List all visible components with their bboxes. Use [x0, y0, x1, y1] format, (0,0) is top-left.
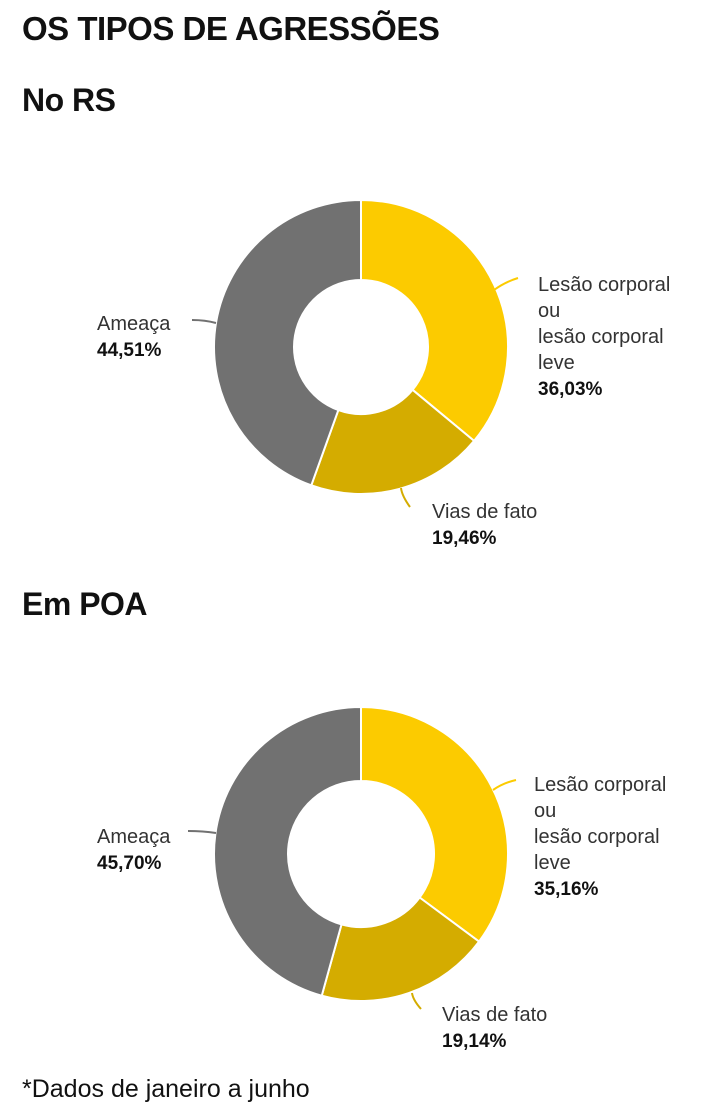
donut-slice-ameaca-rs [212, 198, 362, 487]
slice-label-ameaca-rs: Ameaça [97, 313, 171, 335]
slice-label-lesao-corporal-rs: Lesão corporal [538, 274, 670, 296]
chart-title-poa: Em POA [22, 586, 148, 622]
infographic-title: OS TIPOS DE AGRESSÕES [22, 10, 440, 47]
slice-value-lesao-corporal-poa: 35,16% [534, 879, 599, 900]
slice-value-vias-de-fato-rs: 19,46% [432, 528, 497, 549]
slice-label-lesao-corporal-poa: leve [534, 852, 571, 874]
donut-slice-lesao-corporal-poa [360, 705, 509, 943]
slice-value-ameaca-poa: 45,70% [97, 853, 162, 874]
slice-label-lesao-corporal-poa: Lesão corporal [534, 774, 666, 796]
leader-line-lesao-corporal-poa [492, 779, 517, 791]
donut-chart-rs: Lesão corporal ou lesão corporal leve 36,03%… [97, 198, 670, 549]
leader-line-ameaca-rs [191, 319, 217, 324]
footnote: *Dados de janeiro a junho [22, 1075, 310, 1103]
donut-chart-poa: Lesão corporal ou lesão corporal leve 35,16%… [97, 705, 666, 1052]
slice-label-lesao-corporal-poa: lesão corporal [534, 826, 660, 848]
slice-label-vias-de-fato-poa: Vias de fato [442, 1004, 547, 1026]
chart-title-rs: No RS [22, 82, 116, 118]
leader-line-lesao-corporal-rs [493, 277, 519, 291]
slice-value-ameaca-rs: 44,51% [97, 340, 162, 361]
donut-slice-ameaca-poa [213, 705, 362, 997]
slice-label-lesao-corporal-rs: lesão corporal [538, 326, 664, 348]
donut-slice-vias-de-fato-poa [320, 896, 481, 1002]
slice-label-vias-de-fato-rs: Vias de fato [432, 501, 537, 523]
slice-label-lesao-corporal-poa: ou [534, 800, 556, 822]
slice-label-ameaca-poa: Ameaça [97, 826, 171, 848]
slice-label-lesao-corporal-rs: leve [538, 352, 575, 374]
slice-label-lesao-corporal-rs: ou [538, 300, 560, 322]
donut-slice-lesao-corporal-rs [360, 198, 509, 443]
slice-value-lesao-corporal-rs: 36,03% [538, 379, 603, 400]
leader-line-ameaca-poa [187, 830, 217, 834]
leader-line-vias-de-fato-poa [411, 992, 422, 1010]
leader-line-vias-de-fato-rs [400, 487, 411, 508]
donut-slice-vias-de-fato-rs [310, 388, 476, 495]
slice-value-vias-de-fato-poa: 19,14% [442, 1031, 507, 1052]
